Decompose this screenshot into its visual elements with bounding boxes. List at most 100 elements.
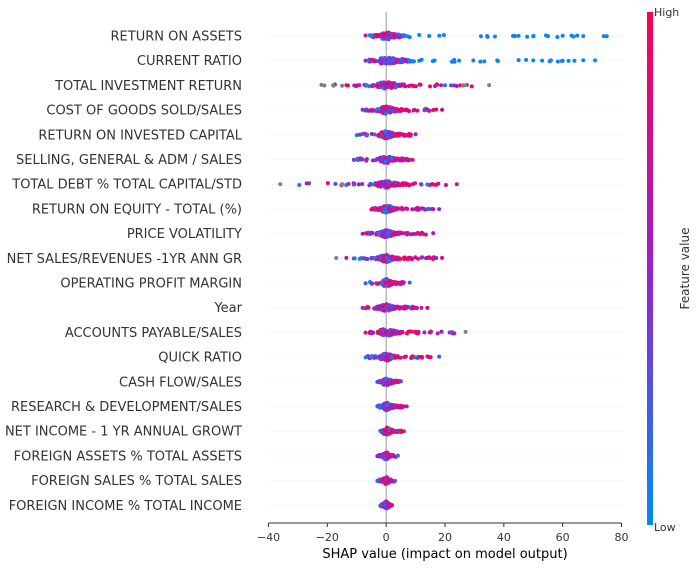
shap-point [425,354,430,359]
shap-point [452,57,457,62]
shap-point [419,182,424,187]
shap-point [380,477,385,482]
shap-point [415,108,420,113]
shap-point [363,108,368,113]
shap-point [391,81,396,86]
shap-point [396,108,401,113]
shap-point [333,181,338,186]
shap-point [360,181,365,186]
shap-point [402,304,407,309]
shap-point [368,108,373,113]
shap-point [380,378,385,383]
shap-point [351,256,356,261]
shap-point [410,207,415,212]
shap-point [418,82,423,87]
shap-point [383,111,388,116]
shap-point [432,58,437,63]
shap-point [439,83,444,88]
shap-point [407,305,412,310]
shap-point [423,232,428,237]
shap-point [413,355,418,360]
feature-label: PRICE VOLATILITY [127,227,242,242]
feature-label: Year [213,301,242,316]
shap-point [407,280,412,285]
shap-point [402,82,407,87]
shap-point [457,58,462,63]
shap-point [435,82,440,87]
shap-point [404,157,409,162]
shap-point [393,304,398,309]
shap-point [345,83,350,88]
shap-point [365,257,370,262]
shap-point [440,107,445,112]
shap-point [364,158,369,163]
shap-point [601,34,606,39]
shap-point [392,478,397,483]
shap-point [425,305,430,310]
shap-point [382,231,387,236]
shap-point [454,83,459,88]
shap-point [410,182,415,187]
shap-point [397,306,402,311]
shap-point [390,429,395,434]
shap-point [440,255,445,260]
shap-point [395,428,400,433]
feature-label: FOREIGN ASSETS % TOTAL ASSETS [14,449,242,464]
shap-point [401,33,406,38]
shap-point [555,59,560,64]
shap-point [430,255,435,260]
shap-point [334,256,339,261]
colorbar-high-label: High [654,6,679,19]
shap-point [383,56,388,61]
shap-point [393,405,398,410]
shap-point [382,308,387,313]
shap-point [396,182,401,187]
shap-point [555,35,560,40]
shap-point [511,33,516,38]
shap-point [388,304,393,309]
shap-point [380,258,385,263]
shap-point [409,257,414,262]
shap-point [391,108,396,113]
shap-point [463,329,468,334]
shap-point [382,351,387,356]
shap-point [410,83,415,88]
shap-point [384,255,389,260]
shap-point [400,183,405,188]
shap-point [478,59,483,64]
shap-point [340,182,345,187]
shap-point [531,34,536,39]
shap-point [416,231,421,236]
shap-point [375,404,380,409]
shap-point [393,158,398,163]
shap-point [386,33,391,38]
shap-point [482,59,487,64]
shap-point [389,332,394,337]
shap-point [363,281,368,286]
shap-point [375,34,380,39]
shap-point [431,182,436,187]
shap-point [378,331,383,336]
shap-point [360,231,365,236]
shap-point [428,84,433,89]
shap-point [382,209,387,214]
shap-point [463,83,468,88]
shap-point [434,256,439,261]
shap-point [278,182,283,187]
shap-point [548,58,553,63]
shap-point [340,83,345,88]
shap-point [385,356,390,361]
shap-point [427,330,432,335]
shap-point [385,160,390,165]
shap-point [406,182,411,187]
shap-point [410,59,415,64]
shap-point [378,503,383,508]
shap-point [448,330,453,335]
shap-point [351,182,356,187]
shap-point [398,256,403,261]
shap-point [545,34,550,39]
shap-point [413,206,418,211]
shap-point [390,503,395,508]
shap-point [304,181,309,186]
shap-point [383,277,388,282]
